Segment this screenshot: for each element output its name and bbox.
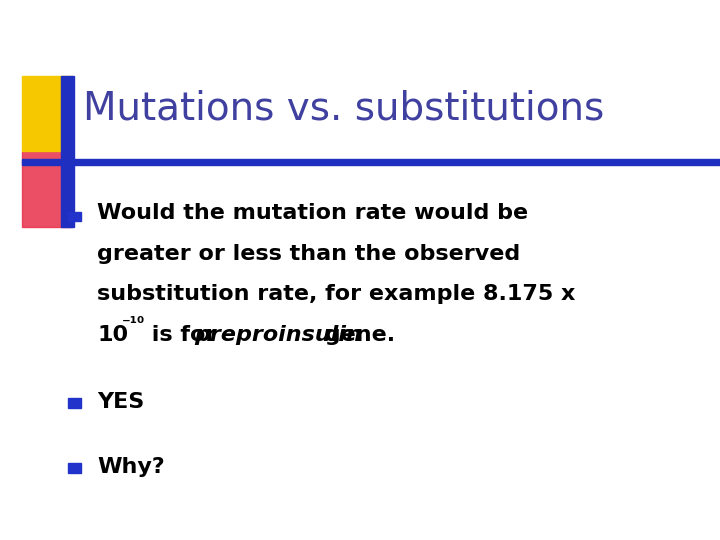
Text: greater or less than the observed: greater or less than the observed: [97, 244, 521, 264]
Bar: [68, 463, 81, 472]
Bar: [68, 398, 81, 408]
Text: YES: YES: [97, 392, 145, 413]
Text: is for: is for: [144, 325, 224, 345]
Text: 10: 10: [97, 325, 128, 345]
Text: Would the mutation rate would be: Would the mutation rate would be: [97, 203, 528, 224]
Bar: [61, 76, 74, 227]
Bar: [22, 151, 72, 227]
Text: Why?: Why?: [97, 457, 165, 477]
Text: Mutations vs. substitutions: Mutations vs. substitutions: [83, 89, 604, 127]
Bar: [22, 76, 72, 151]
Bar: [68, 212, 81, 221]
Text: gene.: gene.: [317, 325, 395, 345]
Bar: [22, 159, 720, 165]
Text: ⁻¹⁰: ⁻¹⁰: [122, 315, 145, 333]
Text: substitution rate, for example 8.175 x: substitution rate, for example 8.175 x: [97, 284, 575, 305]
Text: preproinsulin: preproinsulin: [194, 325, 362, 345]
